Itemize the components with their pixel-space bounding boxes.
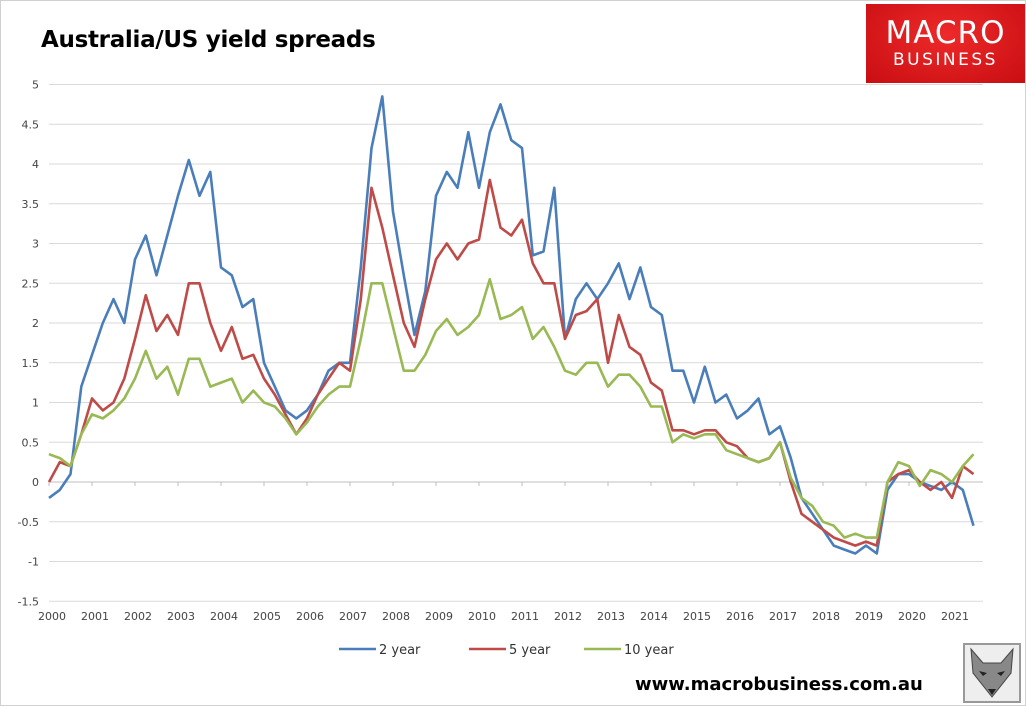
x-tick-label: 2020 xyxy=(898,610,926,623)
y-tick-label: 0 xyxy=(32,476,39,489)
x-tick-label: 2003 xyxy=(167,610,195,623)
x-tick-label: 2015 xyxy=(683,610,711,623)
x-tick-label: 2017 xyxy=(769,610,797,623)
x-tick-label: 2007 xyxy=(339,610,367,623)
x-tick-label: 2000 xyxy=(38,610,66,623)
logo-line1: MACRO xyxy=(885,15,1006,51)
y-tick-label: 2.5 xyxy=(22,277,40,290)
y-tick-label: -1.5 xyxy=(18,595,39,608)
legend-label: 5 year xyxy=(509,643,551,658)
y-tick-label: 1.5 xyxy=(22,357,40,370)
y-tick-label: 2 xyxy=(32,317,39,330)
logo-line2: BUSINESS xyxy=(893,50,998,70)
x-tick-label: 2019 xyxy=(855,610,883,623)
x-tick-label: 2021 xyxy=(941,610,969,623)
chart-title: Australia/US yield spreads xyxy=(41,27,376,53)
website-url: www.macrobusiness.com.au xyxy=(635,674,923,695)
y-tick-label: -1 xyxy=(28,556,39,569)
x-tick-label: 2006 xyxy=(296,610,324,623)
x-tick-label: 2004 xyxy=(210,610,238,623)
y-tick-label: 5 xyxy=(32,79,39,92)
x-tick-label: 2013 xyxy=(597,610,625,623)
x-tick-label: 2005 xyxy=(253,610,281,623)
x-tick-label: 2010 xyxy=(468,610,496,623)
series-line-10-year xyxy=(48,277,975,539)
macrobusiness-logo: MACRO BUSINESS xyxy=(866,4,1025,83)
x-tick-label: 2016 xyxy=(726,610,754,623)
y-tick-label: 3 xyxy=(32,238,39,251)
y-tick-label: -0.5 xyxy=(18,516,39,529)
legend-label: 10 year xyxy=(624,643,674,658)
x-tick-label: 2012 xyxy=(554,610,582,623)
x-tick-label: 2011 xyxy=(511,610,539,623)
y-tick-label: 0.5 xyxy=(22,436,40,449)
series-line-5-year xyxy=(47,178,975,547)
y-tick-label: 1 xyxy=(32,397,39,410)
x-tick-label: 2008 xyxy=(382,610,410,623)
x-tick-label: 2014 xyxy=(640,610,668,623)
legend-label: 2 year xyxy=(379,643,421,658)
x-tick-label: 2009 xyxy=(425,610,453,623)
fox-icon xyxy=(963,643,1021,703)
y-tick-label: 4.5 xyxy=(22,118,40,131)
series-line-2-year xyxy=(48,95,975,555)
x-tick-label: 2001 xyxy=(81,610,109,623)
x-tick-label: 2018 xyxy=(812,610,840,623)
y-tick-label: 4 xyxy=(32,158,39,171)
y-tick-label: 3.5 xyxy=(22,198,40,211)
x-tick-label: 2002 xyxy=(124,610,152,623)
